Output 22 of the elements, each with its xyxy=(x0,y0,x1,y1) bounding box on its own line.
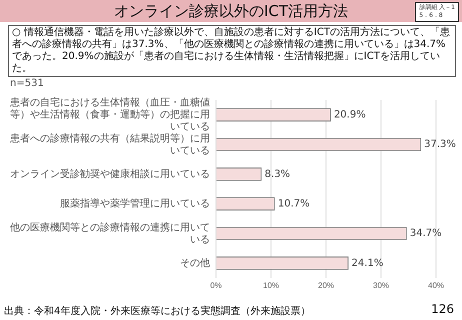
data-label: 24.1% xyxy=(352,258,384,269)
source-note: 出典：令和4年度入院・外来医療等における実態調査（外来施設票） xyxy=(4,304,310,318)
data-label: 34.7% xyxy=(410,228,442,240)
chart-title: オンライン診療以外のICT活用方法 xyxy=(114,2,348,20)
y-tick-label: その他 xyxy=(180,256,210,269)
data-label: 37.3% xyxy=(424,139,456,150)
y-tick-label: 患者への診療情報の共有（結果説明等）に用いている xyxy=(9,132,210,156)
y-tick-label: 服薬指導や薬学管理に用いている xyxy=(60,198,210,210)
text: 126 xyxy=(431,302,454,316)
x-tick-label: 20% xyxy=(318,281,334,290)
x-tick-label: 30% xyxy=(372,281,390,290)
data-label: 20.9% xyxy=(334,109,366,120)
chart-subtitle: ○ 情報通信機器・電話を用いた診療以外で、自施設の患者に対するICTの活用方法について、「患者への診療情報の共有」は37.3%、「他の医療機関との診療情報の連携に用いている」は34.7%であった。20.9%の施設が「患者の自宅における生体情報・生活情報把握」にICTを活用していた。 xyxy=(8,25,456,77)
x-tick-label: 0% xyxy=(210,281,222,290)
y-tick-label: 患者の自宅における生体情報（血圧・血糖値等）や生活情報（食事・運動等）の把握に用いている xyxy=(9,96,210,133)
x-tick-label: 40% xyxy=(428,281,444,290)
text: n=531 xyxy=(10,78,44,89)
y-tick-label: 他の医療機関等との診療情報の連携に用いている xyxy=(10,221,210,246)
x-tick-label: 10% xyxy=(262,281,280,290)
data-label: 8.3% xyxy=(264,168,290,180)
data-label: 10.7% xyxy=(278,198,310,210)
y-tick-label: オンライン受診勧奨や健康相談に用いている xyxy=(10,168,210,180)
